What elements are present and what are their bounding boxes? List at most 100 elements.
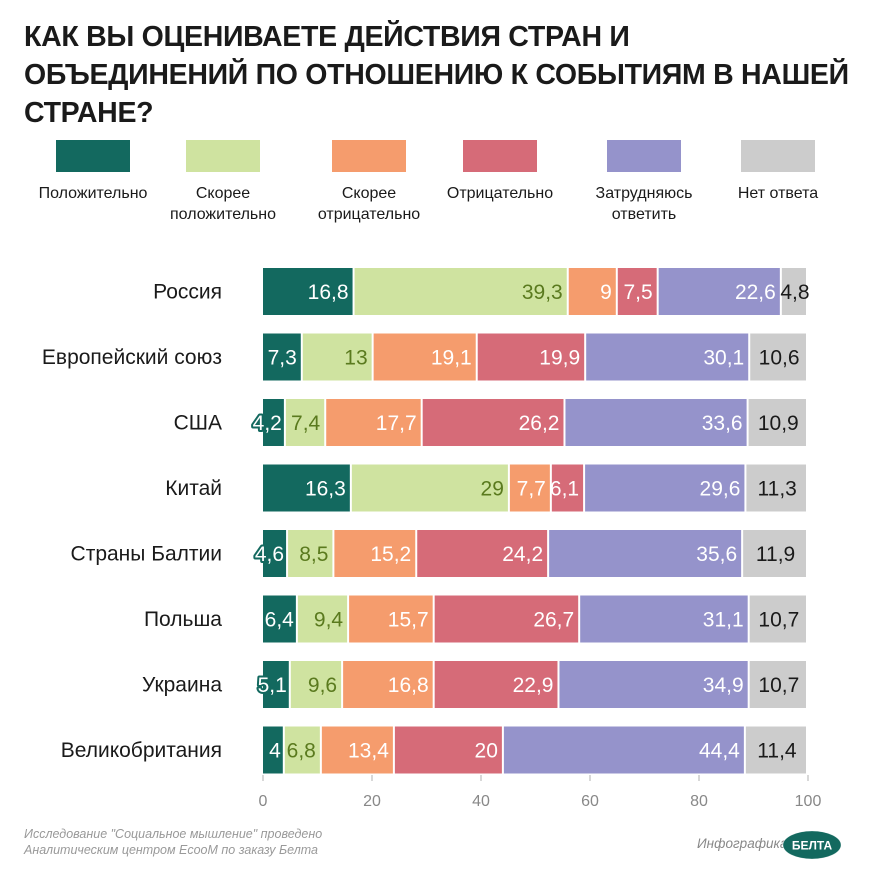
legend-label-rather-positive-2: положительно (169, 206, 276, 223)
data-label: 19,1 (431, 347, 472, 370)
bar-segment (394, 726, 502, 774)
data-label: 10,9 (758, 412, 799, 435)
bar-row: Страны Балтии 4,6 8,5 15,2 24,2 35,6 11,9 (71, 530, 806, 577)
legend-label-hard-to-say-1: Затрудняюсь (595, 185, 693, 202)
legend-swatch-negative (463, 140, 537, 172)
bar-segment (585, 464, 745, 512)
bar-segment (503, 726, 744, 774)
data-label: 15,7 (388, 609, 429, 632)
data-label: 9,4 (314, 609, 344, 632)
data-label: 16,3 (305, 478, 346, 501)
bar-segment (559, 661, 748, 708)
bar-segment (746, 464, 806, 512)
data-label: 30,1 (703, 347, 744, 370)
bar-segment (434, 661, 558, 708)
category-label: Европейский союз (42, 346, 222, 369)
data-label: 4,2 (253, 412, 282, 435)
bar-segment (263, 268, 353, 315)
bar-segment (749, 595, 806, 643)
source-note-line1: Исследование "Социальное мышление" прове… (24, 827, 323, 841)
bar-segment (263, 595, 296, 643)
bar-segment (326, 399, 421, 446)
data-label: 10,7 (758, 609, 799, 632)
bar-segment (351, 464, 508, 512)
bar-segment (580, 595, 748, 643)
data-label: 13,4 (348, 740, 389, 763)
data-label: 44,4 (699, 740, 740, 763)
data-label: 9 (600, 281, 612, 304)
legend-swatch-hard-to-say (607, 140, 681, 172)
chart-title: КАК ВЫ ОЦЕНИВАЕТЕ ДЕЙСТВИЯ СТРАН И ОБЪЕД… (24, 21, 849, 129)
data-label: 22,6 (735, 281, 776, 304)
data-label: 6,4 (265, 609, 295, 632)
bar-row: Польша 6,4 9,4 15,7 26,7 31,1 10,7 (144, 595, 806, 643)
data-label: 4,8 (780, 281, 809, 304)
category-label: Польша (144, 608, 222, 631)
data-label: 19,9 (539, 347, 580, 370)
category-label: Россия (153, 281, 222, 304)
data-label: 10,7 (758, 674, 799, 697)
bar-row: Китай 16,3 29 7,7 6,1 29,6 11,3 (165, 464, 806, 512)
data-label: 16,8 (308, 281, 349, 304)
data-label: 5,1 (258, 674, 287, 697)
x-tick-label: 20 (363, 793, 381, 810)
x-tick-label: 80 (690, 793, 708, 810)
data-label: 24,2 (502, 543, 543, 566)
x-tick-label: 40 (472, 793, 490, 810)
data-label: 22,9 (513, 674, 554, 697)
category-label: Великобритания (61, 739, 222, 762)
bar-segment (748, 399, 806, 446)
legend-swatch-no-answer (741, 140, 815, 172)
bar-segment (284, 726, 320, 774)
bar-row: Европейский союз 7,3 13 19,1 19,9 30,1 10,6 (42, 333, 806, 381)
legend-item-hard-to-say: Затрудняюсь ответить (569, 140, 719, 225)
data-label: 7,4 (291, 412, 321, 435)
data-label: 31,1 (703, 609, 744, 632)
legend: Положительно Скорее положительно Скорее … (0, 140, 870, 240)
data-label: 6,1 (550, 478, 579, 501)
bar-segment (285, 399, 325, 446)
legend-label-hard-to-say-2: ответить (611, 206, 677, 223)
data-label: 4 (269, 740, 281, 763)
bar-segment (477, 333, 585, 381)
bar-row: Украина 5,1 9,6 16,8 22,9 34,9 10,7 (142, 661, 806, 708)
bar-segment (334, 530, 416, 577)
belta-logo: БЕЛТА (782, 830, 842, 860)
data-label: 7,3 (268, 347, 297, 370)
legend-item-positive: Положительно (18, 140, 168, 204)
data-label: 10,6 (759, 347, 800, 370)
data-label: 20 (475, 740, 498, 763)
data-label: 13 (344, 347, 367, 370)
data-label: 17,7 (376, 412, 417, 435)
bar-segment (565, 399, 747, 446)
bar-segment (658, 268, 780, 315)
x-tick-label: 0 (259, 793, 268, 810)
data-label: 29,6 (700, 478, 741, 501)
data-label: 35,6 (696, 543, 737, 566)
infographic-credit: Инфографика (697, 836, 788, 851)
x-axis: 0 20 40 60 80 100 (259, 775, 821, 810)
bar-segment (354, 268, 567, 315)
bar-segment (321, 726, 393, 774)
legend-label-no-answer: Нет ответа (737, 185, 819, 202)
category-label: Украина (142, 674, 222, 697)
bar-segment (302, 333, 372, 381)
bar-segment (263, 726, 283, 774)
x-tick-label: 60 (581, 793, 599, 810)
data-label: 8,5 (299, 543, 328, 566)
bar-row: США 4,2 7,4 17,7 26,2 33,6 10,9 (174, 399, 806, 446)
data-label: 26,2 (519, 412, 560, 435)
legend-swatch-positive (56, 140, 130, 172)
bar-segment (349, 595, 433, 643)
legend-label-rather-positive-1: Скорее (195, 185, 251, 202)
bar-segment (745, 726, 806, 774)
legend-swatch-rather-positive (186, 140, 260, 172)
bar-row: Великобритания 4 6,8 13,4 20 44,4 11,4 (61, 726, 806, 774)
legend-item-rather-positive: Скорее положительно (148, 140, 298, 225)
data-label: 15,2 (370, 543, 411, 566)
bar-segment (417, 530, 548, 577)
data-label: 11,9 (756, 543, 795, 566)
bar-segment (551, 464, 584, 512)
category-label: Китай (165, 477, 222, 500)
source-note-line2: Аналитическим центром EcooM по заказу Бе… (24, 843, 318, 857)
